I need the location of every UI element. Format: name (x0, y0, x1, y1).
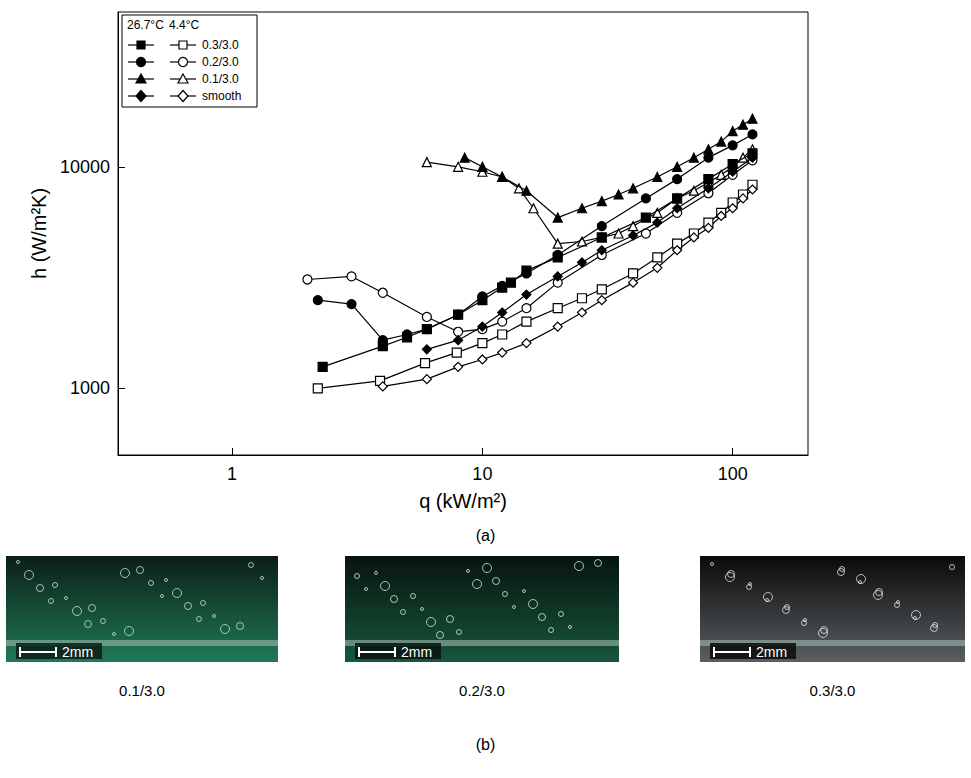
html-text:0.1/3.0: 0.1/3.0 (119, 682, 165, 699)
svg-text:0.1/3.0: 0.1/3.0 (202, 72, 239, 86)
svg-text:26.7°C: 26.7°C (127, 18, 164, 32)
html-text:(b): (b) (475, 736, 496, 753)
html-text:(a): (a) (475, 527, 496, 544)
svg-text:2mm: 2mm (62, 644, 93, 660)
svg-text:0.3/3.0: 0.3/3.0 (202, 38, 239, 52)
svg-text:0.2/3.0: 0.2/3.0 (202, 55, 239, 69)
svg-text:2mm: 2mm (756, 644, 787, 660)
svg-text:1: 1 (227, 464, 237, 484)
svg-text:smooth: smooth (202, 89, 241, 103)
svg-text:h (W/m²K): h (W/m²K) (28, 188, 50, 279)
svg-text:10: 10 (472, 464, 492, 484)
svg-text:1000: 1000 (70, 378, 110, 398)
svg-text:2mm: 2mm (401, 644, 432, 660)
svg-text:4.4°C: 4.4°C (169, 18, 199, 32)
html-text:0.3/3.0: 0.3/3.0 (809, 682, 856, 699)
html-text:0.2/3.0: 0.2/3.0 (459, 682, 505, 699)
svg-text:q (kW/m²): q (kW/m²) (419, 490, 507, 512)
svg-text:10000: 10000 (60, 157, 110, 177)
svg-text:100: 100 (718, 464, 748, 484)
